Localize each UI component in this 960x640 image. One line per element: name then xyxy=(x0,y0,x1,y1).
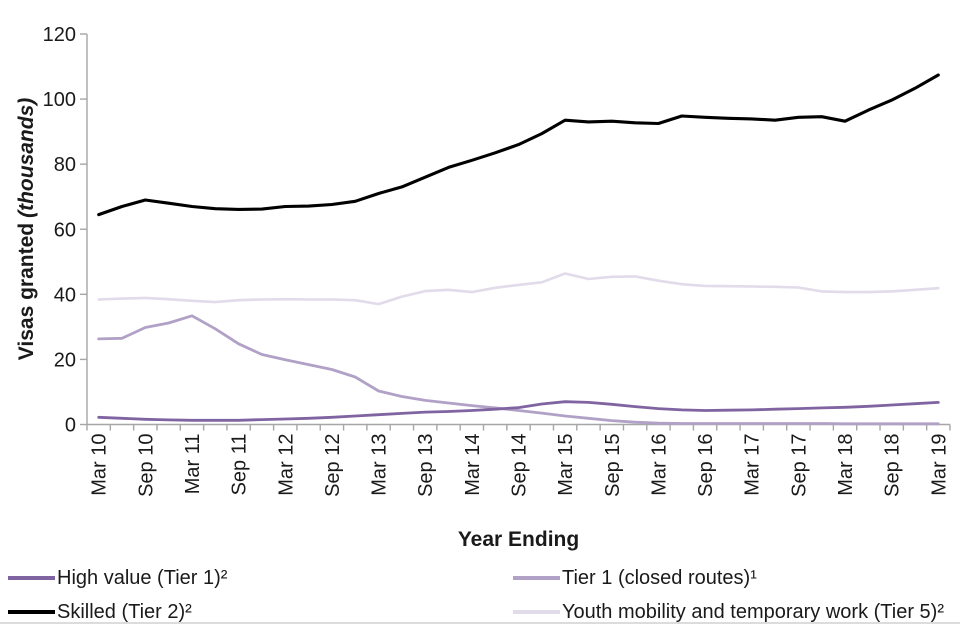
y-axis-title-main: Visas granted xyxy=(15,222,38,361)
x-tick-label: Sep 13 xyxy=(415,434,437,497)
legend-label-skilled: Skilled (Tier 2)² xyxy=(57,600,192,623)
legend-swatch-closed-routes xyxy=(513,576,560,580)
x-tick-label: Mar 11 xyxy=(182,434,204,495)
legend-swatch-youth-mobility xyxy=(513,610,560,614)
x-tick-label: Sep 18 xyxy=(882,434,904,497)
legend-item-skilled: Skilled (Tier 2)² xyxy=(8,601,513,624)
x-tick-label: Mar 17 xyxy=(742,434,764,496)
footer-divider xyxy=(0,622,960,624)
legend: High value (Tier 1)² Tier 1 (closed rout… xyxy=(8,561,956,629)
series-line-3 xyxy=(97,272,940,306)
x-tick-label: Sep 11 xyxy=(229,434,251,496)
x-axis-title: Year Ending xyxy=(457,528,580,551)
x-tick-label: Sep 17 xyxy=(788,434,810,497)
x-tick-label: Mar 13 xyxy=(369,434,391,496)
legend-swatch-high-value xyxy=(8,576,55,580)
x-tick-label: Mar 10 xyxy=(89,434,111,496)
y-tick-label: 100 xyxy=(43,89,76,111)
x-tick-label: Mar 12 xyxy=(275,434,297,496)
y-axis-ticks: 0 20 40 60 80 100 120 xyxy=(43,24,87,437)
x-tick-label: Mar 18 xyxy=(835,434,857,496)
legend-label-closed-routes: Tier 1 (closed routes)¹ xyxy=(562,566,757,589)
x-tick-label: Mar 16 xyxy=(648,434,670,496)
x-axis-ticks xyxy=(86,424,951,431)
y-tick-label: 20 xyxy=(54,349,76,371)
y-tick-label: 120 xyxy=(43,24,76,46)
x-tick-label: Mar 14 xyxy=(462,433,484,495)
legend-label-high-value: High value (Tier 1)² xyxy=(57,566,228,589)
y-tick-label: 60 xyxy=(54,219,76,241)
y-tick-label: 80 xyxy=(54,154,76,176)
legend-item-high-value: High value (Tier 1)² xyxy=(8,567,513,590)
y-axis-title-unit: (thousands) xyxy=(15,97,38,218)
series-line-1 xyxy=(97,314,940,426)
x-tick-label: Sep 16 xyxy=(695,434,717,497)
series-line-2 xyxy=(97,73,940,217)
series-line-0 xyxy=(97,400,940,422)
legend-item-closed-routes: Tier 1 (closed routes)¹ xyxy=(513,567,956,590)
y-tick-label: 0 xyxy=(65,415,76,437)
legend-swatch-skilled xyxy=(8,610,55,614)
x-tick-label: Sep 14 xyxy=(509,434,531,497)
x-tick-label: Mar 19 xyxy=(928,434,950,496)
x-tick-label: Sep 15 xyxy=(602,434,624,497)
x-tick-label: Sep 10 xyxy=(135,434,157,497)
x-axis-labels: Mar 10 Sep 10 Mar 11 Sep 11 Mar 12 Sep 12 Mar … xyxy=(89,433,951,496)
x-tick-label: Sep 12 xyxy=(322,434,344,497)
legend-label-youth-mobility: Youth mobility and temporary work (Tier … xyxy=(562,600,944,623)
x-tick-label: Mar 15 xyxy=(555,434,577,496)
legend-item-youth-mobility: Youth mobility and temporary work (Tier … xyxy=(513,601,956,624)
y-axis-title: Visas granted (thousands) xyxy=(14,19,40,439)
y-tick-label: 40 xyxy=(54,284,76,306)
